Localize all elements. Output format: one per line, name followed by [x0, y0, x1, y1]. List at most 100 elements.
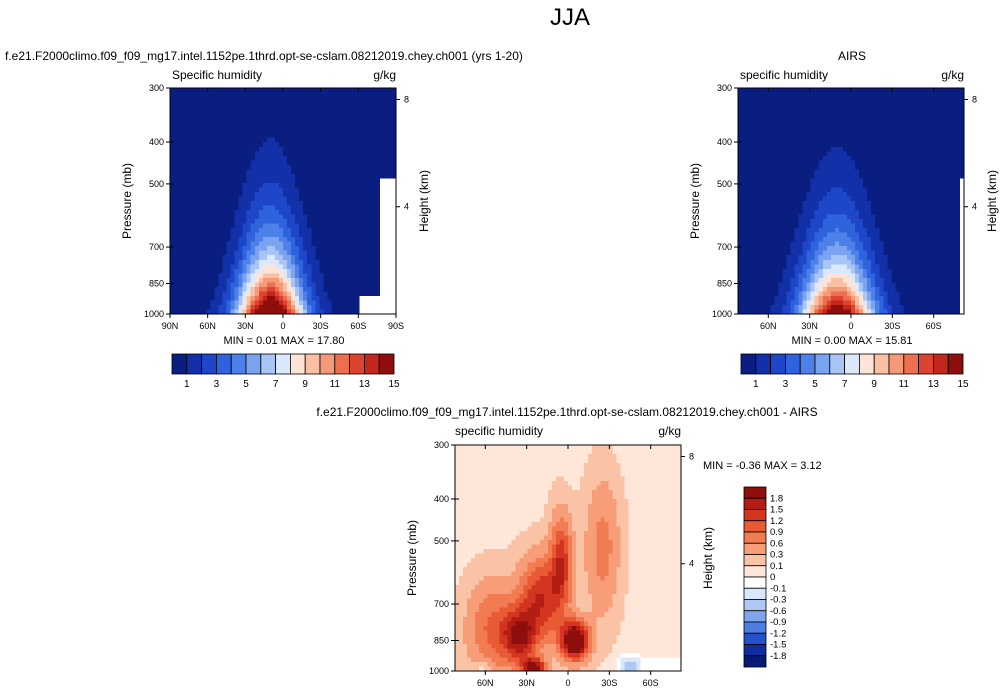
heatmap-cell: [851, 232, 856, 238]
heatmap-cell: [806, 146, 812, 152]
heatmap-cell: [379, 282, 385, 288]
heatmap-cell: [343, 137, 348, 143]
heatmap-cell: [846, 241, 852, 247]
heatmap-cell: [266, 182, 272, 188]
heatmap-cell: [198, 124, 203, 130]
heatmap-cell: [238, 228, 244, 234]
heatmap-cell: [895, 92, 900, 98]
heatmap-cell: [234, 237, 240, 243]
heatmap-cell: [331, 124, 336, 130]
heatmap-cell: [758, 214, 763, 220]
heatmap-cell: [806, 160, 812, 166]
heatmap-cell: [274, 241, 280, 247]
heatmap-cell: [295, 101, 300, 107]
heatmap-cell: [770, 133, 775, 139]
heatmap-cell: [859, 232, 864, 238]
heatmap-cell: [303, 187, 308, 193]
heatmap-cell: [822, 295, 828, 301]
heatmap-cell: [307, 210, 312, 215]
heatmap-cell: [830, 228, 836, 234]
heatmap-cell: [170, 273, 175, 279]
heatmap-cell: [766, 101, 771, 107]
heatmap-cell: [299, 97, 304, 102]
heatmap-cell: [838, 259, 844, 265]
heatmap-cell: [178, 210, 183, 215]
heatmap-cell: [307, 277, 312, 283]
heatmap-cell: [371, 187, 377, 193]
colorbar-swatch: [201, 353, 217, 375]
heatmap-cell: [254, 182, 260, 188]
heatmap-cell: [291, 178, 296, 184]
heatmap-cell: [367, 169, 373, 175]
heatmap-cell: [335, 110, 340, 116]
heatmap-cell: [287, 268, 292, 274]
heatmap-cell: [774, 88, 779, 93]
heatmap-cell: [855, 295, 860, 301]
heatmap-cell: [170, 169, 175, 175]
heatmap-cell: [250, 273, 256, 279]
heatmap-cell: [315, 205, 320, 211]
heatmap-cell: [262, 259, 268, 265]
heatmap-cell: [303, 304, 308, 310]
heatmap-cell: [738, 187, 743, 193]
heatmap-cell: [758, 137, 763, 143]
heatmap-cell: [210, 232, 215, 238]
heatmap-cell: [319, 205, 324, 211]
heatmap-cell: [218, 219, 223, 224]
heatmap-cell: [303, 137, 308, 143]
heatmap-cell: [851, 246, 856, 252]
heatmap-cell: [347, 201, 353, 206]
heatmap-cell: [375, 232, 381, 238]
heatmap-cell: [802, 291, 808, 297]
heatmap-cell: [311, 173, 316, 179]
heatmap-cell: [770, 146, 775, 152]
heatmap-cell: [851, 146, 856, 152]
heatmap-cell: [754, 241, 759, 247]
heatmap-cell: [371, 210, 377, 215]
heatmap-cell: [242, 164, 248, 170]
heatmap-cell: [234, 291, 240, 297]
heatmap-cell: [222, 133, 227, 139]
heatmap-cell: [387, 228, 393, 234]
heatmap-cell: [315, 241, 320, 247]
heatmap-cell: [375, 268, 381, 274]
heatmap-cell: [355, 196, 361, 202]
heatmap-cell: [283, 187, 288, 193]
heatmap-cell: [375, 124, 381, 130]
heatmap-cell: [875, 309, 880, 315]
heatmap-cell: [790, 101, 795, 107]
heatmap-cell: [750, 219, 755, 224]
heatmap-cell: [879, 264, 884, 270]
heatmap-cell: [206, 286, 211, 292]
heatmap-cell: [214, 101, 219, 107]
heatmap-cell: [758, 133, 763, 139]
heatmap-cell: [186, 142, 191, 148]
heatmap-cell: [798, 273, 803, 279]
heatmap-cell: [883, 187, 888, 193]
heatmap-cell: [319, 182, 324, 188]
heatmap-cell: [810, 160, 816, 166]
heatmap-cell: [814, 196, 820, 202]
heatmap-cell: [786, 300, 791, 306]
heatmap-cell: [375, 142, 381, 148]
heatmap-cell: [855, 178, 860, 184]
heatmap-cell: [778, 110, 783, 116]
heatmap-cell: [335, 160, 340, 166]
heatmap-cell: [210, 286, 215, 292]
heatmap-cell: [222, 106, 227, 111]
heatmap-cell: [895, 169, 900, 175]
heatmap-cell: [391, 178, 397, 184]
heatmap-cell: [295, 259, 300, 265]
heatmap-cell: [754, 133, 759, 139]
heatmap-cell: [383, 133, 389, 139]
heatmap-cell: [307, 151, 312, 157]
heatmap-cell: [834, 101, 840, 107]
heatmap-cell: [206, 164, 211, 170]
heatmap-cell: [347, 295, 353, 301]
heatmap-cell: [830, 106, 836, 111]
heatmap-cell: [750, 286, 755, 292]
heatmap-cell: [323, 88, 328, 93]
heatmap-cell: [834, 223, 840, 229]
heatmap-cell: [794, 106, 799, 111]
heatmap-cell: [851, 115, 856, 121]
